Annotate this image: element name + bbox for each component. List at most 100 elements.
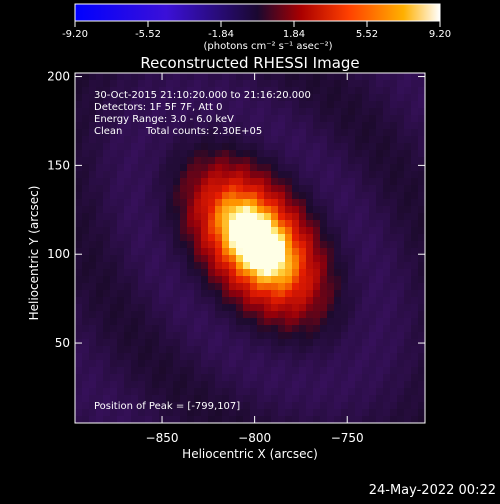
heatmap-cell xyxy=(355,150,363,158)
heatmap-cell xyxy=(222,241,230,249)
heatmap-cell xyxy=(355,381,363,389)
heatmap-cell xyxy=(418,108,425,116)
heatmap-cell xyxy=(75,409,83,417)
heatmap-cell xyxy=(96,311,104,319)
heatmap-cell xyxy=(264,73,272,81)
heatmap-cell xyxy=(327,164,335,172)
heatmap-cell xyxy=(299,416,307,423)
heatmap-cell xyxy=(397,255,405,263)
heatmap-cell xyxy=(327,122,335,130)
heatmap-cell xyxy=(243,115,251,123)
heatmap-cell xyxy=(180,136,188,144)
heatmap-cell xyxy=(271,367,279,375)
heatmap-cell xyxy=(327,325,335,333)
heatmap-cell xyxy=(390,94,398,102)
heatmap-cell xyxy=(404,248,412,256)
heatmap-cell xyxy=(173,360,181,368)
heatmap-cell xyxy=(411,192,419,200)
heatmap-cell xyxy=(278,129,286,137)
heatmap-cell xyxy=(271,185,279,193)
heatmap-cell xyxy=(299,199,307,207)
heatmap-cell xyxy=(229,325,237,333)
heatmap-cell xyxy=(236,395,244,403)
heatmap-cell xyxy=(418,164,425,172)
heatmap-cell xyxy=(271,388,279,396)
heatmap-cell xyxy=(117,94,125,102)
heatmap-cell xyxy=(194,206,202,214)
heatmap-cell xyxy=(173,136,181,144)
heatmap-cell xyxy=(222,185,230,193)
heatmap-cell xyxy=(299,381,307,389)
heatmap-cell xyxy=(369,234,377,242)
heatmap-cell xyxy=(138,143,146,151)
heatmap-cell xyxy=(306,283,314,291)
heatmap-cell xyxy=(306,248,314,256)
heatmap-cell xyxy=(82,318,90,326)
heatmap-cell xyxy=(320,241,328,249)
heatmap-cell xyxy=(334,311,342,319)
heatmap-cell xyxy=(285,143,293,151)
heatmap-cell xyxy=(250,227,258,235)
heatmap-cell xyxy=(215,80,223,88)
heatmap-cell xyxy=(89,262,97,270)
heatmap-cell xyxy=(124,129,132,137)
heatmap-cell xyxy=(96,367,104,375)
heatmap-cell xyxy=(397,409,405,417)
heatmap-cell xyxy=(82,353,90,361)
heatmap-cell xyxy=(75,129,83,137)
heatmap-cell xyxy=(341,143,349,151)
heatmap-cell xyxy=(313,318,321,326)
heatmap-cell xyxy=(376,206,384,214)
heatmap-cell xyxy=(222,325,230,333)
heatmap-cell xyxy=(117,283,125,291)
heatmap-cell xyxy=(82,283,90,291)
heatmap-cell xyxy=(75,150,83,158)
heatmap-cell xyxy=(145,360,153,368)
heatmap-cell xyxy=(173,325,181,333)
heatmap-cell xyxy=(131,199,139,207)
heatmap-cell xyxy=(243,255,251,263)
heatmap-cell xyxy=(313,220,321,228)
heatmap-cell xyxy=(75,248,83,256)
heatmap-cell xyxy=(152,101,160,109)
heatmap-cell xyxy=(194,129,202,137)
heatmap-cell xyxy=(173,122,181,130)
heatmap-cell xyxy=(278,143,286,151)
heatmap-cell xyxy=(334,262,342,270)
heatmap-cell xyxy=(390,171,398,179)
heatmap-cell xyxy=(243,94,251,102)
heatmap-cell xyxy=(341,395,349,403)
heatmap-cell xyxy=(236,213,244,221)
heatmap-cell xyxy=(166,87,174,95)
heatmap-cell xyxy=(397,199,405,207)
heatmap-cell xyxy=(250,339,258,347)
heatmap-cell xyxy=(362,206,370,214)
heatmap-cell xyxy=(131,311,139,319)
heatmap-cell xyxy=(376,234,384,242)
heatmap-cell xyxy=(250,73,258,81)
heatmap-cell xyxy=(278,367,286,375)
heatmap-cell xyxy=(299,213,307,221)
heatmap-cell xyxy=(201,234,209,242)
heatmap-cell xyxy=(250,360,258,368)
heatmap-cell xyxy=(418,122,425,130)
heatmap-cell xyxy=(285,115,293,123)
heatmap-cell xyxy=(117,192,125,200)
heatmap-cell xyxy=(264,150,272,158)
heatmap-cell xyxy=(96,129,104,137)
heatmap-cell xyxy=(117,73,125,81)
heatmap-cell xyxy=(145,234,153,242)
heatmap-cell xyxy=(124,283,132,291)
heatmap-cell xyxy=(138,325,146,333)
heatmap-cell xyxy=(383,143,391,151)
heatmap-cell xyxy=(75,220,83,228)
heatmap-cell xyxy=(397,213,405,221)
heatmap-cell xyxy=(257,115,265,123)
heatmap-cell xyxy=(243,164,251,172)
heatmap-cell xyxy=(285,185,293,193)
heatmap-cell xyxy=(145,402,153,410)
y-tick-label: 200 xyxy=(47,70,70,84)
heatmap-cell xyxy=(369,346,377,354)
heatmap-cell xyxy=(411,227,419,235)
heatmap-cell xyxy=(369,157,377,165)
